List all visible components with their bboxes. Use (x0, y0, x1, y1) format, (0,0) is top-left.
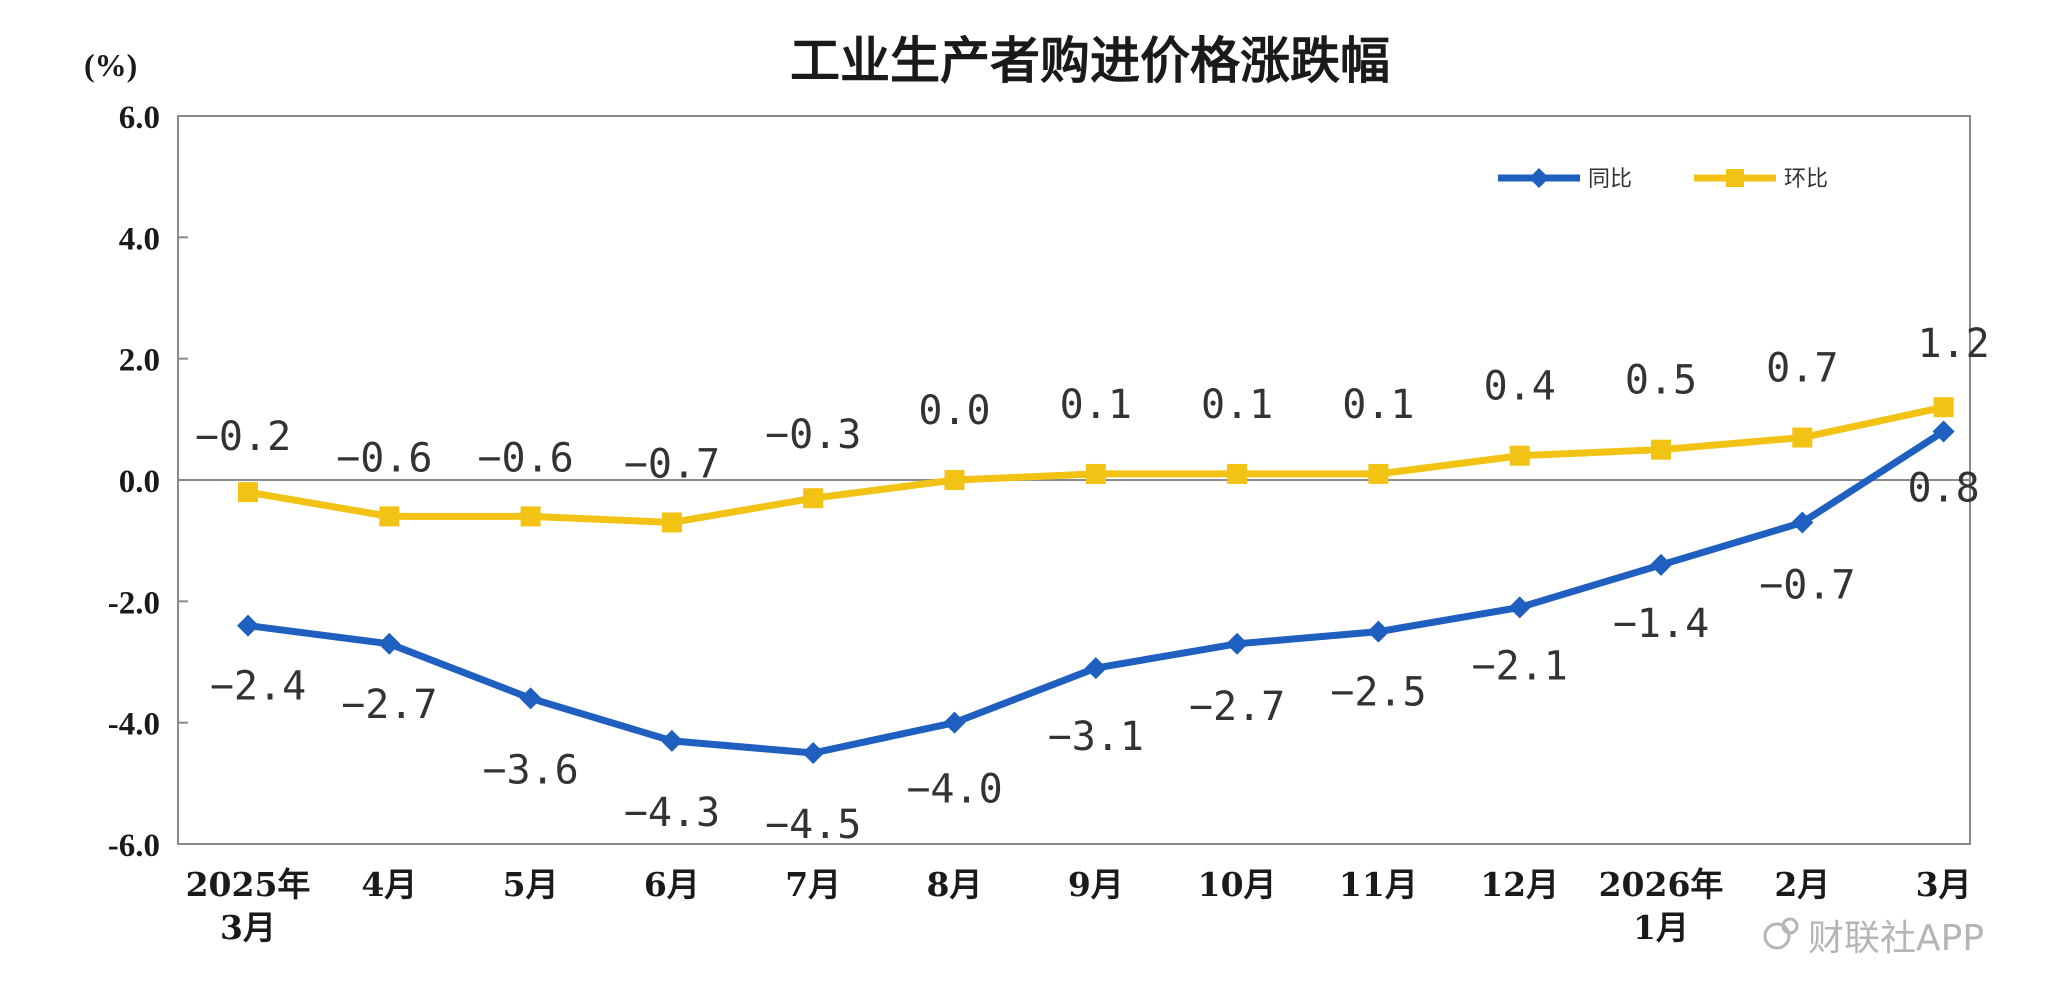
x-tick-label: 2026年 (1599, 865, 1724, 904)
watermark-icon-small (1781, 917, 1799, 935)
yoy-point (1367, 620, 1390, 643)
yoy-point (1650, 553, 1672, 576)
y-tick-label: 0.0 (119, 464, 160, 500)
mom-data-label: 0.1 (1201, 382, 1273, 428)
yoy-point (1084, 657, 1107, 680)
x-tick-label: 2月 (1774, 865, 1830, 904)
yoy-data-label: −3.6 (482, 747, 578, 793)
yoy-point (660, 729, 683, 752)
chart-title: 工业生产者购进价格涨跌幅 (790, 31, 1390, 90)
mom-point (1792, 427, 1813, 448)
watermark: 财联社APP (1763, 917, 1984, 959)
yoy-data-label: −4.5 (765, 802, 861, 848)
watermark-text: 财联社APP (1808, 918, 1984, 959)
x-tick-label: 8月 (927, 865, 983, 904)
yoy-point (237, 614, 259, 637)
y-tick-label: 2.0 (119, 343, 160, 379)
legend-swatch-marker (1726, 169, 1744, 187)
mom-point (1085, 463, 1106, 484)
mom-data-label: −0.7 (624, 441, 720, 487)
yoy-data-label: −0.7 (1759, 562, 1855, 608)
mom-data-label: −0.6 (336, 435, 432, 481)
mom-data-label: 0.0 (918, 388, 990, 434)
yoy-point (378, 632, 401, 655)
yoy-data-label: −4.0 (906, 767, 1002, 813)
yoy-data-label: −2.7 (1189, 684, 1285, 730)
x-tick-label: 7月 (785, 865, 841, 904)
x-tick-label: 6月 (644, 865, 700, 904)
mom-data-label: −0.3 (765, 412, 861, 458)
y-tick-label: -2.0 (108, 585, 160, 621)
y-tick-label: 6.0 (119, 100, 160, 136)
mom-data-label: 0.4 (1484, 364, 1556, 410)
legend-swatch-marker (1529, 168, 1549, 188)
x-tick-label: 9月 (1068, 865, 1124, 904)
series-layer (237, 397, 1955, 764)
yoy-point (1932, 420, 1955, 443)
yoy-data-label: −2.7 (341, 682, 437, 728)
mom-point (803, 488, 824, 509)
x-tick-label: 12月 (1480, 865, 1559, 904)
data-label-layer: −2.4 −2.7 −3.6 −4.3 −4.5 −4.0 −3.1 −2.7 −2.5 −2.1… (195, 321, 1990, 848)
x-tick-label: 5月 (503, 865, 559, 904)
mom-data-label: 0.1 (1060, 382, 1132, 428)
x-tick-label: 10月 (1198, 865, 1277, 904)
watermark-icon (1763, 922, 1791, 950)
legend: 同比 环比 (1498, 167, 1828, 192)
mom-point (1651, 439, 1671, 460)
mom-point (238, 482, 258, 503)
mom-data-label: 1.2 (1917, 321, 1989, 367)
mom-data-label: −0.2 (195, 414, 291, 460)
yoy-data-label: −2.4 (210, 664, 306, 710)
mom-point (1509, 445, 1530, 466)
yoy-point (943, 711, 966, 734)
mom-point (944, 470, 965, 490)
mom-point (379, 506, 400, 527)
y-tick-label: -4.0 (108, 707, 160, 743)
mom-data-label: 0.7 (1766, 346, 1838, 392)
y-tick-label: -6.0 (108, 828, 160, 864)
yoy-data-label: −2.5 (1330, 670, 1426, 716)
mom-data-label: −0.6 (477, 435, 573, 481)
yoy-point (1508, 596, 1531, 619)
yoy-data-label: −2.1 (1472, 643, 1568, 689)
x-tick-label: 4月 (361, 865, 417, 904)
x-tick-label: 1月 (1633, 908, 1689, 947)
yoy-data-label: 0.8 (1907, 465, 1979, 511)
mom-point (661, 512, 682, 533)
y-tick-label: 4.0 (119, 221, 160, 257)
x-tick-label: 2025年 (186, 865, 311, 904)
yoy-point (1226, 632, 1249, 655)
mom-point (520, 506, 541, 527)
mom-point (1368, 463, 1389, 484)
mom-point (1933, 397, 1954, 418)
yoy-data-label: −1.4 (1613, 601, 1709, 647)
yoy-point (802, 742, 825, 764)
x-tick-label: 11月 (1339, 865, 1418, 904)
x-tick-label: 3月 (1916, 865, 1972, 904)
yoy-data-label: −4.3 (624, 790, 720, 836)
yoy-point (1791, 511, 1814, 534)
yoy-point (519, 687, 542, 710)
axis-layer: 6.0 4.0 2.0 0.0 -2.0 -4.0 -6.0 2025年 3月 4月 5月 6月 7月 8… (108, 100, 1972, 947)
mom-data-label: 0.1 (1342, 382, 1414, 428)
x-tick-label: 3月 (220, 908, 276, 947)
legend-label: 同比 (1588, 167, 1632, 192)
yoy-data-label: −3.1 (1048, 714, 1144, 760)
y-unit-label: (%) (84, 47, 137, 83)
mom-data-label: 0.5 (1625, 358, 1697, 404)
legend-label: 环比 (1784, 167, 1828, 192)
mom-point (1227, 463, 1248, 484)
